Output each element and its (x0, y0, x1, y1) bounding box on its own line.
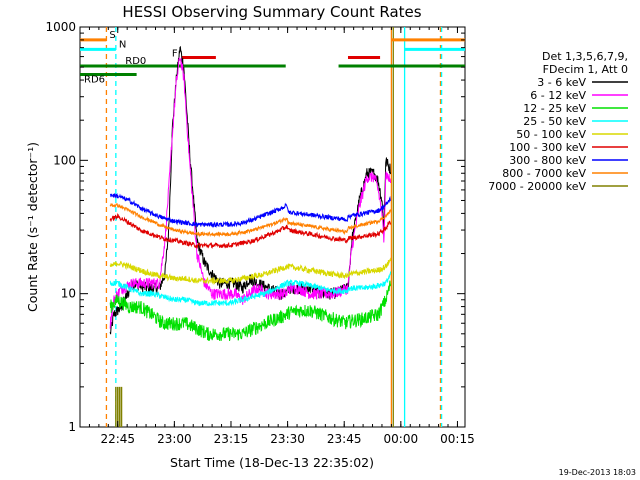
legend-label-800-7000-kev: 800 - 7000 keV (502, 167, 586, 180)
data-series (109, 45, 392, 427)
x-tick-label: 23:15 (214, 432, 249, 446)
y-tick-label: 100 (53, 153, 76, 167)
generation-timestamp: 19-Dec-2013 18:03 (559, 468, 636, 477)
flag-label-rd0: RD0 (125, 56, 146, 67)
flag-label-rd6: RD6 (84, 75, 105, 86)
legend-label-100-300-kev: 100 - 300 keV (509, 141, 586, 154)
legend: Det 1,3,5,6,7,9,FDecim 1, Att 03 - 6 keV… (488, 50, 628, 193)
series-100-300-kev (109, 213, 392, 250)
x-tick-label: 23:30 (270, 432, 305, 446)
flag-label-f: F (172, 49, 178, 60)
y-tick-label: 10 (61, 287, 76, 301)
legend-label-7000-20000-kev: 7000 - 20000 keV (488, 180, 586, 193)
series-12-25-kev (109, 280, 392, 342)
x-tick-label: 00:15 (440, 432, 475, 446)
x-tick-label: 23:00 (157, 432, 192, 446)
legend-header-line: FDecim 1, Att 0 (543, 63, 628, 76)
series-50-100-kev (109, 257, 392, 286)
legend-label-6-12-kev: 6 - 12 keV (530, 89, 586, 102)
x-tick-label: 23:45 (327, 432, 362, 446)
y-tick-label: 1000 (45, 20, 76, 34)
series-300-800-kev (109, 192, 391, 229)
series-25-50-kev (109, 271, 392, 307)
series-800-7000-kev (109, 202, 392, 238)
legend-label-25-50-kev: 25 - 50 keV (523, 115, 586, 128)
chart-title: HESSI Observing Summary Count Rates (122, 3, 421, 21)
legend-label-50-100-kev: 50 - 100 keV (516, 128, 586, 141)
legend-label-3-6-kev: 3 - 6 keV (537, 76, 586, 89)
x-axis-label: Start Time (18-Dec-13 22:35:02) (170, 455, 374, 470)
legend-label-12-25-kev: 12 - 25 keV (523, 102, 586, 115)
x-tick-label: 22:45 (100, 432, 135, 446)
vertical-markers (105, 27, 443, 427)
state-flag-bars: SN F RD0 RD6 (80, 30, 465, 86)
flag-label-s: S (109, 30, 115, 41)
y-axis-label: Count Rate (s⁻¹ detector⁻¹) (25, 142, 40, 312)
legend-header-line: Det 1,3,5,6,7,9, (542, 50, 628, 63)
x-tick-label: 00:00 (384, 432, 419, 446)
y-axis-ticks: 1 10 100 1000 (45, 20, 465, 434)
flag-label-n: N (119, 39, 126, 50)
y-tick-label: 1 (68, 420, 76, 434)
legend-label-300-800-kev: 300 - 800 keV (509, 154, 586, 167)
plot-frame (79, 26, 466, 428)
x-axis-ticks: 22:45 23:00 23:15 23:30 23:45 00:00 00:15 (79, 27, 475, 446)
